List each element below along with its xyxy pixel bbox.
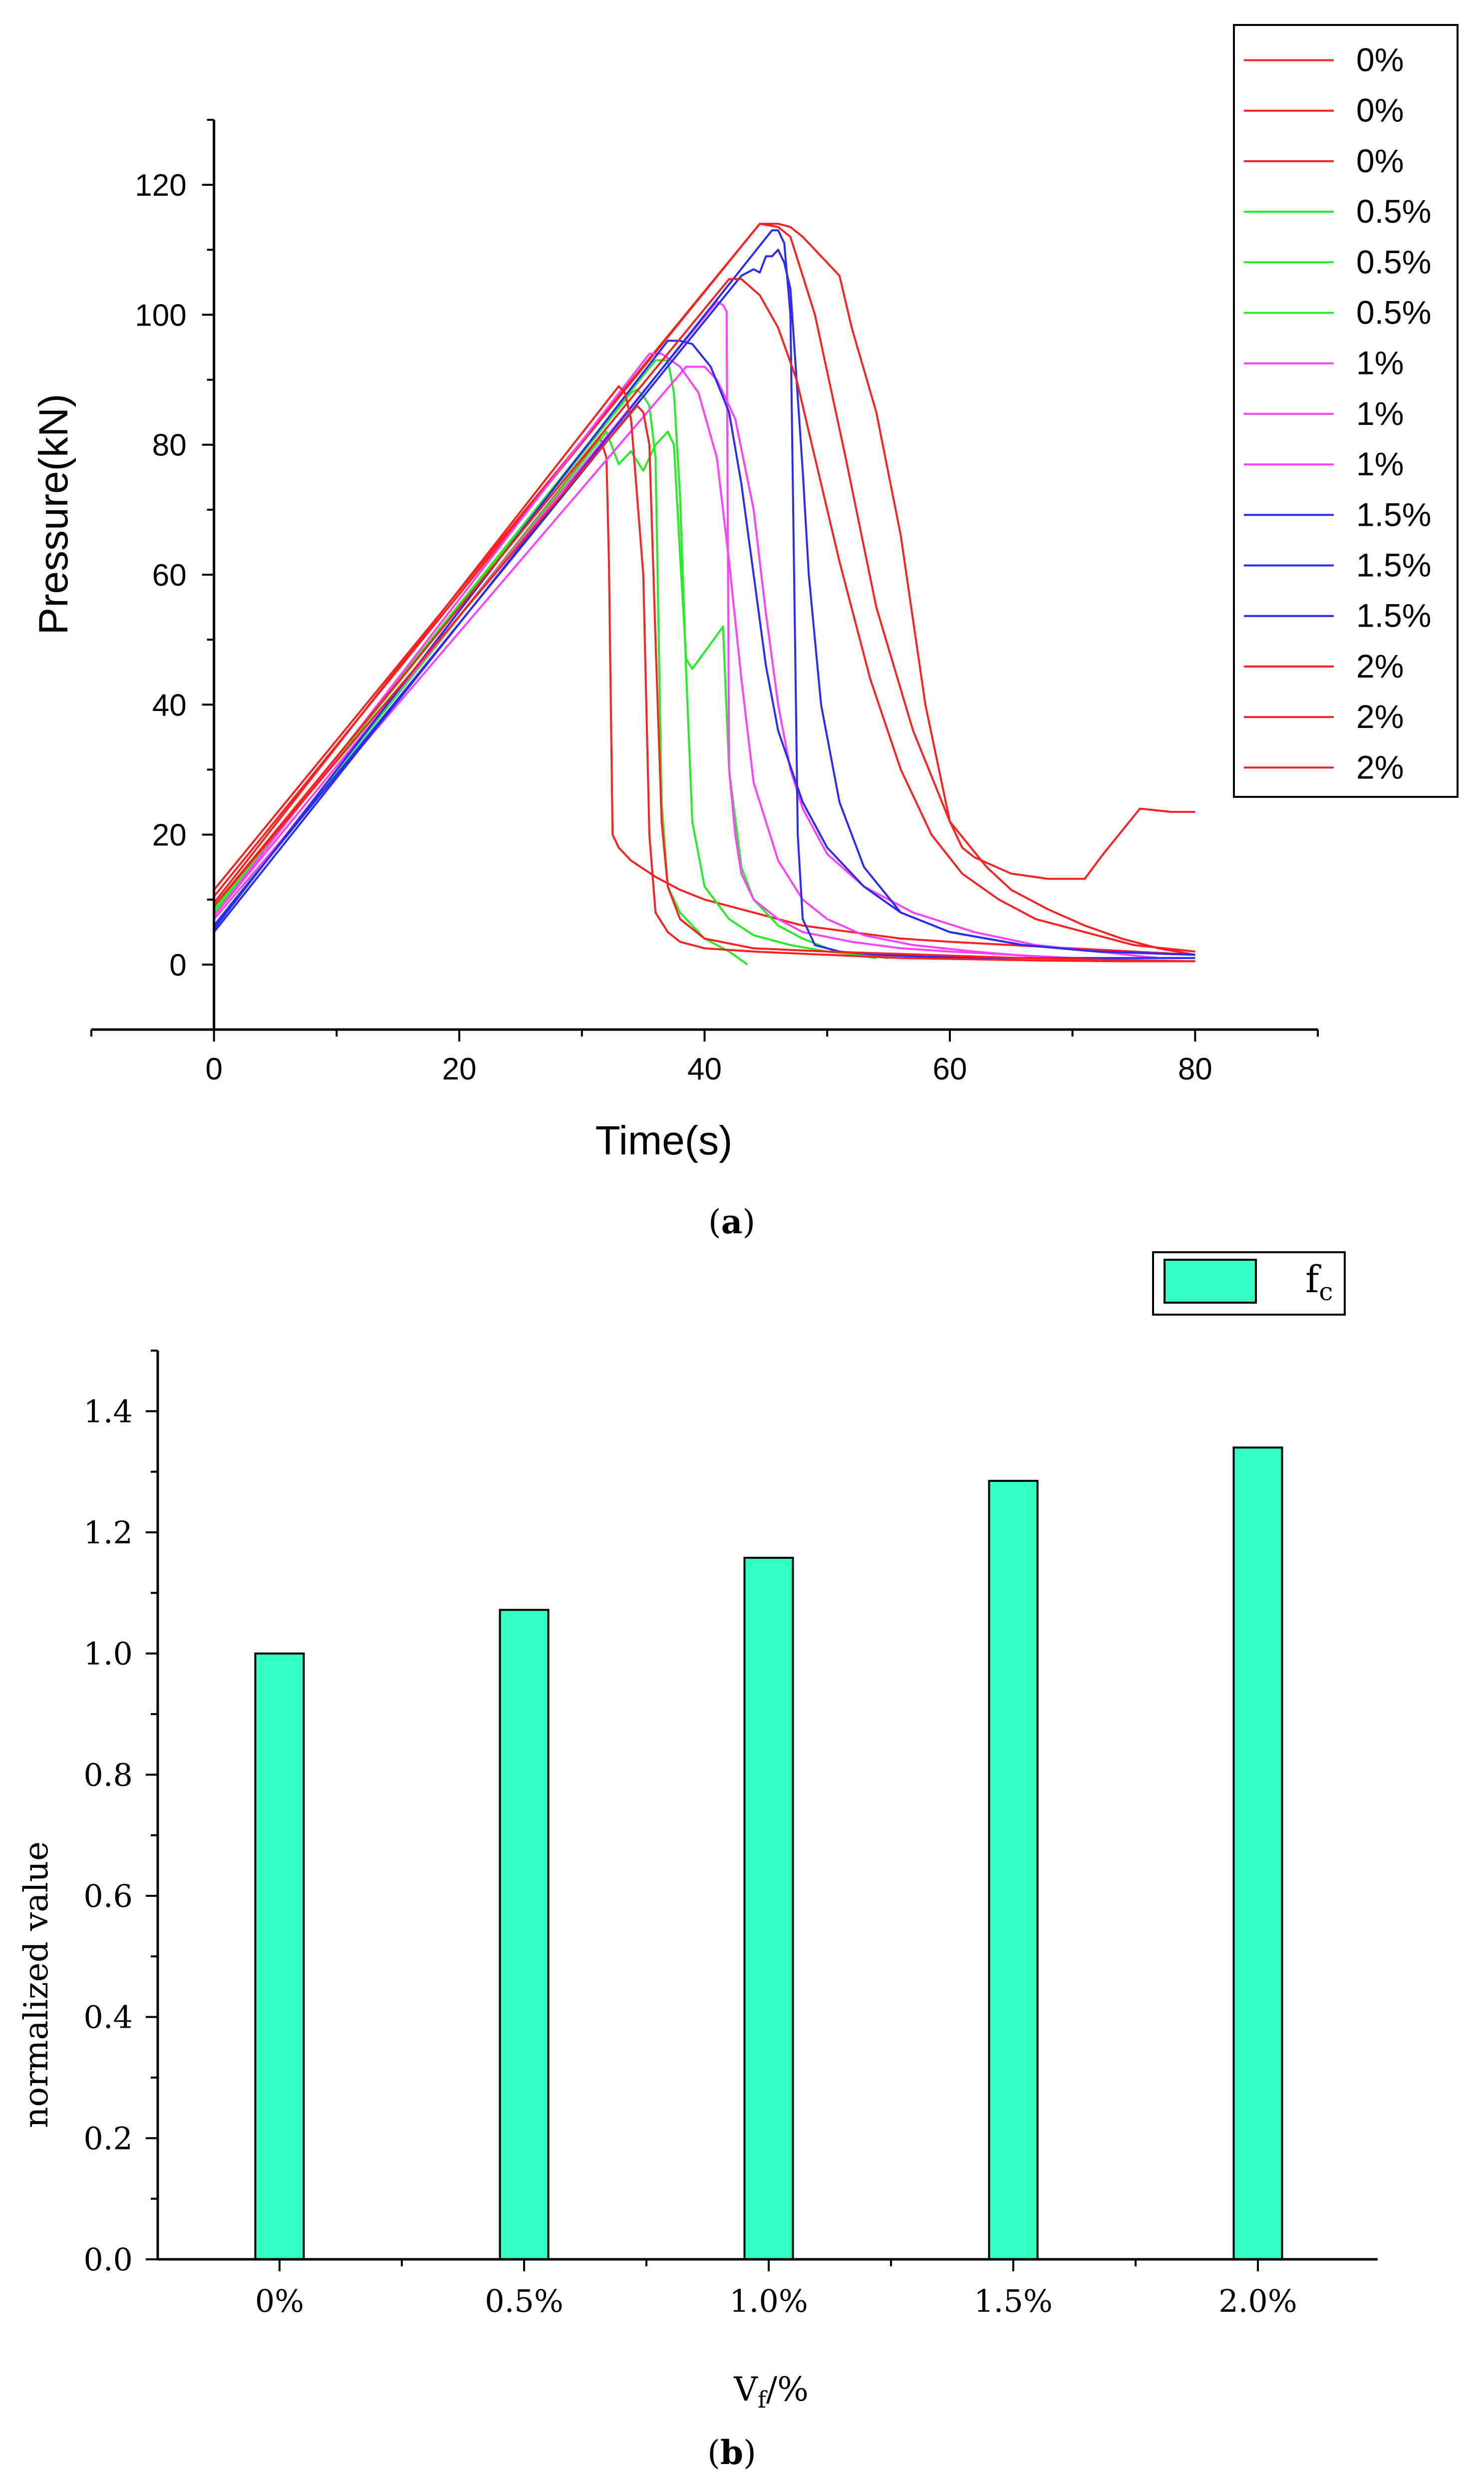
chart-b-x-label-tail: /% — [766, 2370, 809, 2409]
chart-a-y-tick-label: 100 — [135, 298, 186, 333]
chart-a-legend-label: 1% — [1356, 395, 1404, 432]
chart-a-x-tick-label: 40 — [687, 1052, 722, 1086]
chart-a-tick-labels: 0 20 40 60 80 0 20 40 60 80 100 120 — [135, 168, 1212, 1086]
chart-b-x-tick-label: 0% — [255, 2283, 304, 2319]
chart-b-legend-swatch — [1164, 1259, 1257, 1304]
chart-b-x-tick-label: 1.5% — [974, 2283, 1053, 2319]
chart-b-bar-3 — [743, 1556, 794, 2260]
chart-b-bars — [254, 1446, 1283, 2261]
chart-a-series-line-7 — [213, 353, 1097, 963]
chart-a-series-line-1 — [213, 223, 1195, 956]
chart-b-axes — [146, 1350, 1378, 2271]
panel-a-letter: a — [721, 1202, 743, 1241]
chart-b-legend-label-sub: c — [1319, 1277, 1333, 1306]
chart-a-legend-label: 1.5% — [1356, 547, 1431, 584]
chart-a-legend: 0% 0% 0% 0.5% 0.5% 0.5% 1% 1% 1% 1.5% 1.5% 1.5% 2% 2%… — [1233, 24, 1459, 798]
chart-b-bar-5 — [1232, 1446, 1283, 2260]
chart-b-x-axis-label: Vf/% — [733, 2370, 809, 2413]
chart-a-series-line-9 — [213, 301, 1073, 959]
chart-a-series-line-2 — [213, 223, 1195, 891]
chart-b-bar-1 — [254, 1652, 305, 2261]
chart-a-y-tick-label: 60 — [152, 558, 187, 593]
chart-a-legend-label: 0% — [1356, 41, 1404, 78]
chart-a-legend-label: 0% — [1356, 142, 1404, 179]
chart-b-x-tick-label: 0.5% — [485, 2283, 564, 2319]
chart-b-legend-label: fc — [1305, 1258, 1333, 1306]
chart-a-series-line-13 — [213, 385, 1195, 963]
chart-a-y-tick-label: 20 — [152, 818, 187, 853]
chart-a-legend-label: 1% — [1356, 345, 1404, 381]
chart-b-x-tick-label: 1.0% — [729, 2283, 808, 2319]
chart-a-series-lines — [213, 223, 1195, 966]
chart-b-tick-labels: 0.0 0.2 0.4 0.6 0.8 1.0 1.2 1.4 0% 0.5% 1.0% 1.5% 2.… — [83, 1393, 1297, 2319]
chart-b-y-tick-label: 0.2 — [83, 2120, 133, 2156]
chart-a-legend-label: 0.5% — [1356, 243, 1431, 280]
chart-a-axes — [90, 119, 1319, 1042]
chart-b-x-label-sub: f — [758, 2386, 768, 2413]
chart-a-y-tick-label: 80 — [152, 428, 187, 463]
chart-b-legend-label-main: f — [1305, 1258, 1321, 1301]
chart-a-series-line-3 — [213, 437, 1195, 956]
chart-a-pressure-time: 0 20 40 60 80 0 20 40 60 80 100 120 Time(s) Pressur… — [31, 24, 1459, 1241]
chart-b-normalized-bar: 0.0 0.2 0.4 0.6 0.8 1.0 1.2 1.4 0% 0.5% 1.0% 1.5% 2.… — [17, 1251, 1378, 2472]
panel-a-caption: (a) — [708, 1202, 755, 1241]
chart-b-bar-2 — [499, 1609, 550, 2260]
chart-b-y-tick-label: 1.4 — [83, 1393, 133, 1429]
panel-b-caption: (b) — [707, 2433, 756, 2472]
chart-b-x-tick-label: 2.0% — [1218, 2283, 1297, 2319]
chart-a-series-line-15 — [213, 404, 1195, 963]
chart-a-legend-label: 2% — [1356, 648, 1404, 685]
chart-a-legend-label: 0% — [1356, 92, 1404, 129]
chart-a-y-tick-label: 40 — [152, 688, 187, 722]
chart-a-series-line-11 — [213, 249, 1195, 956]
chart-a-x-tick-label: 80 — [1178, 1052, 1212, 1086]
chart-a-y-axis-label: Pressure(kN) — [31, 394, 76, 635]
chart-a-legend-label: 1.5% — [1356, 597, 1431, 634]
chart-a-series-line-14 — [213, 278, 1195, 953]
chart-a-legend-label: 0.5% — [1356, 193, 1431, 230]
chart-a-y-tick-label: 120 — [135, 168, 186, 203]
panel-b-letter: b — [720, 2433, 743, 2472]
chart-b-bar-4 — [988, 1479, 1039, 2260]
chart-a-series-line-4 — [213, 388, 748, 966]
chart-a-legend-label: 0.5% — [1356, 294, 1431, 331]
chart-b-x-label-main: V — [733, 2370, 758, 2409]
chart-b-y-tick-label: 1.0 — [83, 1636, 133, 1672]
chart-b-y-tick-label: 1.2 — [83, 1514, 133, 1551]
chart-a-x-tick-label: 0 — [205, 1052, 222, 1086]
chart-a-legend-label: 1.5% — [1356, 496, 1431, 533]
chart-b-y-axis-label-visible: normalized value — [17, 1841, 55, 2128]
chart-a-x-tick-label: 20 — [442, 1052, 477, 1086]
chart-a-y-tick-label: 0 — [169, 948, 186, 983]
chart-a-legend-label: 2% — [1356, 748, 1404, 785]
chart-a-legend-box — [1233, 24, 1459, 798]
chart-a-series-line-8 — [213, 365, 1159, 959]
chart-a-legend-label: 1% — [1356, 445, 1404, 482]
chart-a-x-tick-label: 60 — [932, 1052, 967, 1086]
chart-b-legend: fc — [1152, 1251, 1346, 1316]
chart-b-y-tick-label: 0.4 — [83, 1999, 133, 2036]
chart-b-y-tick-label: 0.8 — [83, 1757, 133, 1793]
chart-a-x-axis-label: Time(s) — [595, 1118, 733, 1163]
chart-a-legend-label: 2% — [1356, 698, 1404, 735]
chart-b-y-tick-label: 0.0 — [83, 2241, 133, 2278]
chart-b-y-tick-label: 0.6 — [83, 1878, 133, 1914]
